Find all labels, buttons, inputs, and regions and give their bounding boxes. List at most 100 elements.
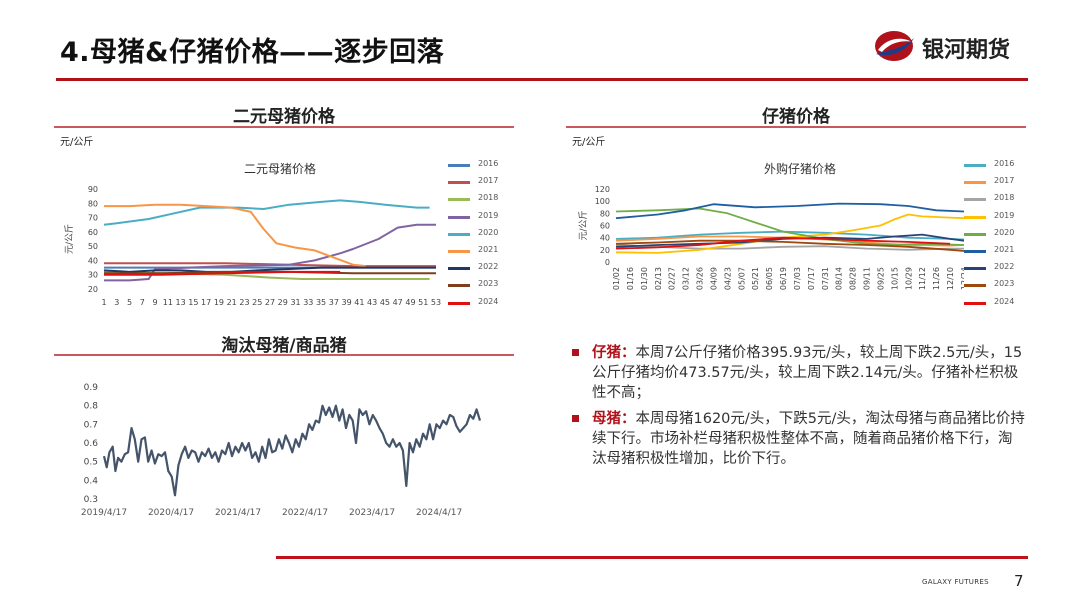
y-tick-label: 0.7 bbox=[84, 420, 98, 430]
legend-swatch bbox=[448, 232, 470, 236]
legend-label: 2024 bbox=[478, 296, 499, 306]
legend-item: 2023 bbox=[964, 279, 1024, 296]
legend-item: 2022 bbox=[964, 262, 1024, 279]
y-axis-label: 元/公斤 bbox=[578, 210, 589, 240]
x-tick-label: 53 bbox=[431, 298, 441, 307]
series-line-2020 bbox=[615, 207, 964, 246]
x-tick-label: 35 bbox=[316, 298, 326, 307]
legend-item: 2016 bbox=[964, 159, 1024, 176]
x-tick-label: 10/29 bbox=[904, 267, 913, 290]
series-line-2022 bbox=[615, 233, 964, 248]
x-tick-label: 17 bbox=[201, 298, 211, 307]
legend-label: 2021 bbox=[994, 244, 1015, 254]
legend-swatch bbox=[964, 198, 986, 202]
y-tick-label: 0.5 bbox=[84, 458, 98, 468]
x-tick-label: 10/15 bbox=[890, 267, 899, 290]
x-tick-label: 3 bbox=[114, 298, 119, 307]
legend-label: 2023 bbox=[994, 279, 1015, 289]
legend-item: 2017 bbox=[448, 176, 508, 193]
x-tick-label: 03/26 bbox=[696, 267, 705, 290]
legend-item: 2019 bbox=[448, 211, 508, 228]
legend-swatch bbox=[448, 249, 470, 253]
series-line-2023 bbox=[615, 239, 964, 252]
legend-swatch bbox=[964, 284, 986, 288]
y-tick-label: 40 bbox=[600, 234, 610, 243]
legend-swatch bbox=[964, 181, 986, 185]
y-tick-label: 80 bbox=[600, 209, 610, 218]
y-tick-label: 0.4 bbox=[84, 476, 99, 486]
x-tick-label: 2021/4/17 bbox=[215, 508, 261, 518]
legend-label: 2020 bbox=[478, 227, 499, 237]
series-line-2021 bbox=[615, 202, 964, 220]
x-tick-label: 25 bbox=[252, 298, 262, 307]
y-tick-label: 80 bbox=[88, 199, 98, 208]
y-tick-label: 70 bbox=[88, 214, 98, 223]
piglet-price-chart: 0 20 40 60 80 100 120 元/公斤 01/02 01/16 01/30 02/13 0… bbox=[578, 185, 964, 290]
bullet-marker-icon bbox=[572, 349, 579, 356]
y-tick-label: 60 bbox=[600, 222, 610, 231]
sow-price-rule bbox=[54, 126, 514, 128]
bullet-head: 仔猪： bbox=[592, 345, 636, 361]
sow-price-legend: 2016 2017 2018 2019 2020 2021 2022 2023 2024 bbox=[448, 159, 508, 314]
legend-swatch bbox=[964, 164, 986, 167]
legend-label: 2023 bbox=[478, 279, 499, 289]
legend-swatch bbox=[448, 301, 470, 305]
legend-label: 2019 bbox=[994, 210, 1015, 220]
x-tick-label: 37 bbox=[329, 298, 339, 307]
legend-label: 2018 bbox=[994, 193, 1015, 203]
y-axis-label: 元/公斤 bbox=[64, 224, 75, 254]
x-tick-label: 07/03 bbox=[793, 267, 802, 290]
bullet-text: 本周母猪1620元/头，下跌5元/头，淘汰母猪与商品猪比价持续下行。市场补栏母猪… bbox=[592, 411, 1025, 467]
x-tick-label: 2019/4/17 bbox=[81, 508, 127, 518]
sow-price-heading: 二元母猪价格 bbox=[233, 107, 335, 127]
x-tick-label: 19 bbox=[214, 298, 224, 307]
x-tick-label: 06/19 bbox=[779, 267, 788, 290]
x-tick-label: 04/09 bbox=[709, 267, 718, 290]
legend-label: 2019 bbox=[478, 210, 499, 220]
legend-label: 2024 bbox=[994, 296, 1015, 306]
legend-swatch bbox=[964, 215, 986, 219]
legend-label: 2016 bbox=[994, 159, 1015, 168]
x-tick-label: 09/11 bbox=[863, 267, 872, 290]
legend-label: 2022 bbox=[994, 262, 1015, 272]
piglet-price-heading: 仔猪价格 bbox=[762, 107, 830, 127]
x-tick-label: 29 bbox=[278, 298, 288, 307]
bullet-sow: 母猪：本周母猪1620元/头，下跌5元/头，淘汰母猪与商品猪比价持续下行。市场补… bbox=[568, 409, 1026, 469]
x-tick-label: 13 bbox=[176, 298, 186, 307]
y-tick-label: 50 bbox=[88, 242, 98, 251]
legend-swatch bbox=[964, 232, 986, 236]
legend-item: 2020 bbox=[448, 228, 508, 245]
y-tick-label: 100 bbox=[595, 197, 610, 206]
x-tick-label: 23 bbox=[239, 298, 249, 307]
x-tick-label: 2022/4/17 bbox=[282, 508, 328, 518]
page-title: 4.母猪&仔猪价格——逐步回落 bbox=[60, 37, 445, 68]
x-tick-label: 27 bbox=[265, 298, 275, 307]
x-tick-label: 51 bbox=[418, 298, 428, 307]
x-tick-label: 11/12 bbox=[918, 267, 927, 290]
legend-item: 2023 bbox=[448, 279, 508, 296]
piglet-chart-title: 外购仔猪价格 bbox=[763, 162, 836, 176]
y-tick-label: 20 bbox=[88, 285, 98, 294]
y-tick-label: 120 bbox=[595, 185, 610, 194]
y-tick-label: 0.9 bbox=[84, 383, 99, 393]
x-tick-label: 43 bbox=[367, 298, 377, 307]
x-tick-label: 2020/4/17 bbox=[148, 508, 194, 518]
x-tick-label: 5 bbox=[127, 298, 132, 307]
legend-item: 2024 bbox=[448, 297, 508, 314]
legend-swatch bbox=[448, 284, 470, 288]
cull-ratio-rule bbox=[54, 354, 514, 356]
legend-item: 2018 bbox=[448, 193, 508, 210]
x-tick-label: 11 bbox=[163, 298, 173, 307]
x-tick-label: 04/23 bbox=[723, 267, 732, 290]
x-tick-label: 31 bbox=[290, 298, 300, 307]
legend-label: 2017 bbox=[994, 176, 1015, 186]
x-tick-label: 2024/4/17 bbox=[416, 508, 462, 518]
legend-label: 2018 bbox=[478, 193, 499, 203]
series-line-main bbox=[102, 404, 482, 497]
x-tick-label: 9 bbox=[153, 298, 158, 307]
header-rule bbox=[56, 78, 1028, 81]
x-tick-label: 2023/4/17 bbox=[349, 508, 395, 518]
series-line-2017 bbox=[104, 262, 436, 268]
x-tick-label: 08/14 bbox=[835, 267, 844, 290]
